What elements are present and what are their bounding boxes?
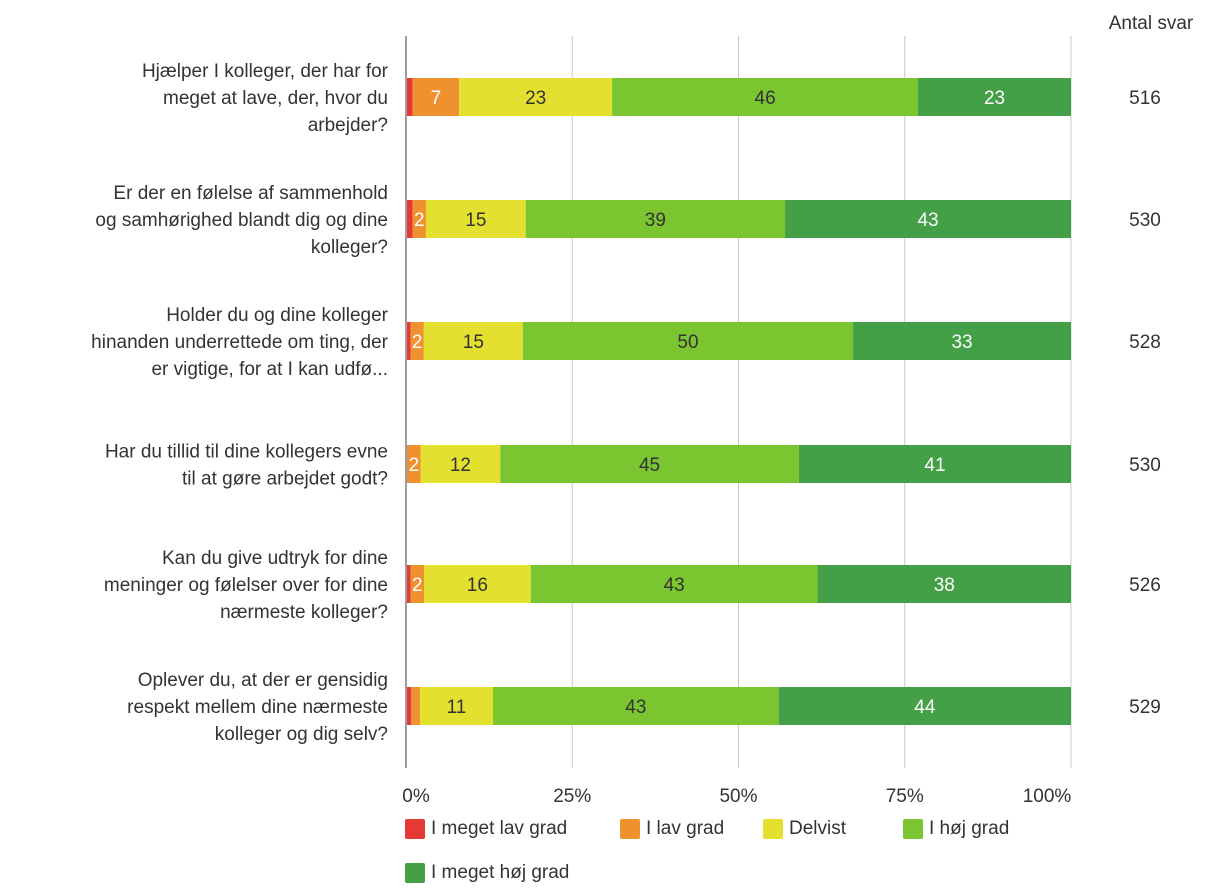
category-label: Holder du og dine kolleger xyxy=(166,305,388,326)
bar-segment xyxy=(459,78,613,116)
bar-segment xyxy=(406,322,411,360)
data-label: 2 xyxy=(414,210,425,231)
bar-segment xyxy=(612,78,919,116)
bar-segment xyxy=(406,200,413,238)
category-label: og samhørighed blandt dig og dine xyxy=(95,210,388,231)
x-tick-label: 25% xyxy=(553,786,591,807)
data-label: 23 xyxy=(525,88,546,109)
category-label: hinanden underrettede om ting, der xyxy=(91,332,388,353)
legend-label: I meget høj grad xyxy=(431,862,570,883)
side-value: 516 xyxy=(1129,88,1161,109)
side-value: 530 xyxy=(1129,455,1161,476)
bar-segment xyxy=(407,445,421,483)
legend-swatch xyxy=(903,819,923,839)
legend-swatch xyxy=(763,819,783,839)
data-label: 46 xyxy=(755,88,776,109)
bar-segment xyxy=(500,445,799,483)
bar-segment xyxy=(410,322,424,360)
side-header: Antal svar xyxy=(1109,13,1194,34)
category-label: kolleger og dig selv? xyxy=(215,724,388,745)
category-label: kolleger? xyxy=(311,237,388,258)
data-label: 45 xyxy=(639,455,660,476)
legend-label: Delvist xyxy=(789,818,847,839)
bar-segment xyxy=(406,78,413,116)
x-tick-label: 50% xyxy=(719,786,757,807)
bar-segment xyxy=(493,687,779,725)
data-label: 2 xyxy=(409,455,420,476)
bar-segment xyxy=(425,200,526,238)
legend-label: I meget lav grad xyxy=(431,818,568,839)
data-label: 23 xyxy=(984,88,1005,109)
bar-segment xyxy=(423,322,523,360)
bar-segment xyxy=(406,565,411,603)
bar-segment xyxy=(420,445,501,483)
category-label: respekt mellem dine nærmeste xyxy=(127,697,388,718)
data-label: 43 xyxy=(917,210,938,231)
data-label: 7 xyxy=(431,88,442,109)
legend-item: I meget høj grad xyxy=(405,862,569,884)
side-value: 526 xyxy=(1129,575,1161,596)
data-label: 16 xyxy=(467,575,488,596)
category-label: meget at lave, der, hvor du xyxy=(163,88,388,109)
side-value: 530 xyxy=(1129,210,1161,231)
bar-segment xyxy=(798,445,1071,483)
category-label: Hjælper I kolleger, der har for xyxy=(142,61,389,82)
legend-swatch xyxy=(405,863,425,883)
bar-segment xyxy=(406,687,412,725)
category-label: til at gøre arbejdet godt? xyxy=(182,469,388,490)
bar-segment xyxy=(412,200,426,238)
category-label: arbejder? xyxy=(308,115,388,136)
x-tick-label: 0% xyxy=(402,786,430,807)
bar-segment xyxy=(522,322,854,360)
data-label: 33 xyxy=(951,332,972,353)
legend-label: I høj grad xyxy=(929,818,1010,839)
category-label: nærmeste kolleger? xyxy=(220,602,388,623)
legend-item: I høj grad xyxy=(903,818,1009,840)
legend-swatch xyxy=(405,819,425,839)
category-label: Er der en følelse af sammenhold xyxy=(113,183,388,204)
category-label: Kan du give udtryk for dine xyxy=(162,548,388,569)
data-label: 12 xyxy=(450,455,471,476)
bar-segment xyxy=(412,78,460,116)
category-label: Oplever du, at der er gensidig xyxy=(138,670,388,691)
bar-segment xyxy=(525,200,786,238)
legend-item: I lav grad xyxy=(620,818,724,840)
bar-segment xyxy=(530,565,818,603)
bar-segment xyxy=(410,565,425,603)
x-tick-label: 75% xyxy=(886,786,924,807)
data-label: 44 xyxy=(914,697,936,718)
bar-segment xyxy=(785,200,1071,238)
legend-item: I meget lav grad xyxy=(405,818,567,840)
bar-segment xyxy=(853,322,1071,360)
data-label: 15 xyxy=(465,210,486,231)
x-tick-label: 100% xyxy=(1023,786,1072,807)
data-label: 43 xyxy=(625,697,646,718)
legend-label: I lav grad xyxy=(646,818,725,839)
data-label: 2 xyxy=(412,575,423,596)
side-value: 529 xyxy=(1129,697,1161,718)
data-label: 38 xyxy=(934,575,955,596)
data-label: 39 xyxy=(645,210,666,231)
data-label: 50 xyxy=(677,332,698,353)
bar-segment xyxy=(918,78,1071,116)
category-label: Har du tillid til dine kollegers evne xyxy=(105,442,388,463)
data-label: 15 xyxy=(463,332,484,353)
data-label: 43 xyxy=(664,575,685,596)
bar-segment xyxy=(411,687,420,725)
legend-swatch xyxy=(620,819,640,839)
bar-segment xyxy=(778,687,1071,725)
bar-segment xyxy=(424,565,531,603)
side-value: 528 xyxy=(1129,332,1161,353)
bar-segment xyxy=(817,565,1071,603)
data-label: 41 xyxy=(924,455,945,476)
data-label: 11 xyxy=(447,697,467,718)
data-label: 2 xyxy=(412,332,423,353)
legend-item: Delvist xyxy=(763,818,846,840)
category-label: meninger og følelser over for dine xyxy=(104,575,388,596)
category-label: er vigtige, for at I kan udfø... xyxy=(151,359,388,380)
bar-segment xyxy=(419,687,494,725)
